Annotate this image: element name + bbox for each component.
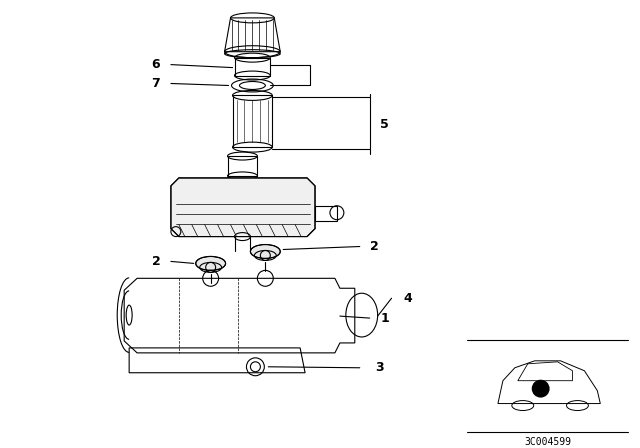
Bar (232, 95, 272, 147)
Polygon shape (171, 178, 315, 237)
Text: 2: 2 (371, 240, 379, 253)
Text: 2: 2 (152, 255, 161, 268)
Ellipse shape (250, 245, 280, 258)
Text: 7: 7 (152, 77, 161, 90)
Bar (228, 156, 257, 176)
Bar (234, 58, 270, 76)
Text: 6: 6 (152, 58, 160, 71)
Ellipse shape (196, 256, 225, 270)
Text: 3C004599: 3C004599 (524, 437, 571, 448)
Circle shape (532, 380, 550, 397)
Bar (315, 206, 337, 221)
Text: 1: 1 (380, 311, 389, 325)
Text: 5: 5 (380, 118, 389, 131)
Text: 4: 4 (403, 292, 412, 305)
Text: 3: 3 (375, 361, 384, 374)
